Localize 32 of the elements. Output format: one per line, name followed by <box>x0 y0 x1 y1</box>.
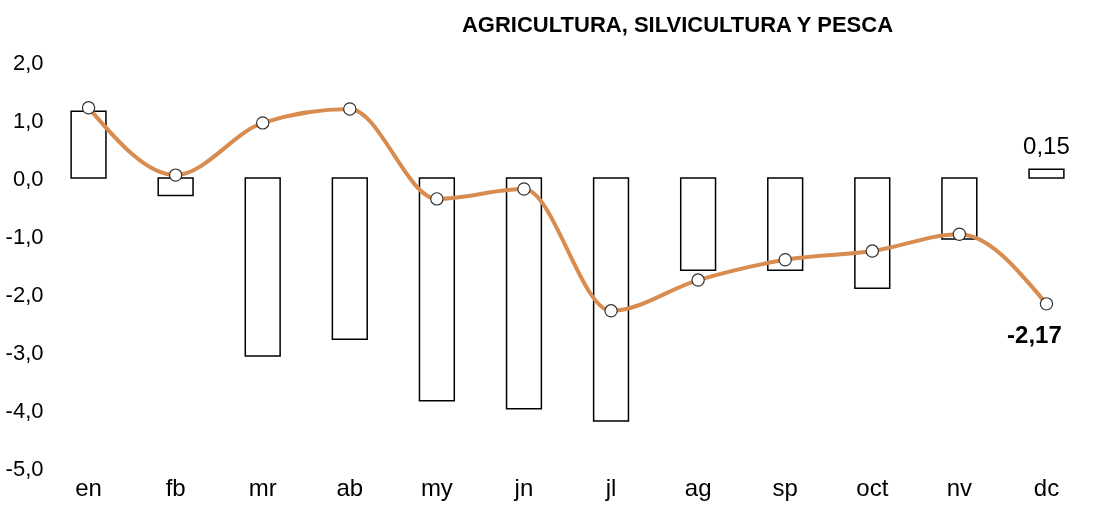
y-tick-label: 1,0 <box>12 107 44 133</box>
bar <box>505 177 543 410</box>
chart-title: AGRICULTURA, SILVICULTURA Y PESCA <box>461 12 894 37</box>
x-tick-label: oct <box>856 473 889 501</box>
x-tick-label: fb <box>165 473 186 501</box>
y-tick-label: -5,0 <box>5 455 44 481</box>
bar <box>854 177 891 289</box>
x-tick-label: ag <box>684 473 712 501</box>
bar <box>1028 168 1065 179</box>
bar <box>941 177 978 240</box>
x-tick-label: dc <box>1033 473 1060 501</box>
x-tick-label: mr <box>248 473 277 501</box>
bar <box>244 177 281 357</box>
y-tick-label: 0,0 <box>12 165 44 191</box>
y-tick-label: 2,0 <box>12 49 44 75</box>
x-tick-label: jl <box>604 473 617 501</box>
y-tick-label: -1,0 <box>5 223 44 249</box>
x-tick-label: my <box>420 473 453 501</box>
bar <box>331 177 368 340</box>
bar <box>592 177 630 422</box>
data-label: 0,15 <box>1023 132 1070 160</box>
y-tick-label: -2,0 <box>5 281 44 307</box>
bar <box>418 177 456 402</box>
x-tick-label: sp <box>772 473 798 501</box>
x-tick-label: en <box>75 473 102 501</box>
data-label: -2,17 <box>1007 320 1062 348</box>
x-tick-label: ab <box>336 473 364 501</box>
bar <box>767 177 804 271</box>
x-tick-label: jn <box>513 473 534 501</box>
y-tick-label: -3,0 <box>5 339 44 365</box>
x-tick-label: nv <box>946 473 973 501</box>
y-tick-label: -4,0 <box>5 397 44 423</box>
